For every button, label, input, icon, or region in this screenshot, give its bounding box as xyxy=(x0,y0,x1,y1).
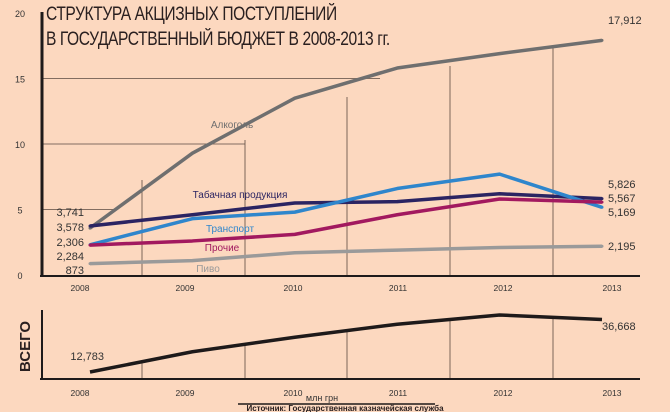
series-line xyxy=(89,192,603,228)
data-point xyxy=(190,259,194,263)
data-point xyxy=(498,52,502,56)
data-point xyxy=(190,151,194,155)
end-value-label: 2,195 xyxy=(608,241,636,253)
x-tick-label: 2013 xyxy=(603,283,622,293)
data-point xyxy=(600,38,604,42)
series-line xyxy=(89,172,603,247)
total-axis-label: ВСЕГО xyxy=(17,321,34,372)
y-tick-label: 5 xyxy=(17,206,22,216)
end-value-label: 5,826 xyxy=(608,179,636,191)
series-line xyxy=(88,38,603,230)
data-point xyxy=(498,197,502,201)
total-x-tick-label: 2012 xyxy=(494,388,513,398)
series-line xyxy=(89,244,603,266)
start-value-label: 3,741 xyxy=(56,207,84,219)
data-point xyxy=(395,213,399,217)
data-point xyxy=(293,210,297,214)
total-line xyxy=(89,313,603,374)
source-label: Источник: Государственная казначейская с… xyxy=(246,404,444,412)
x-tick-label: 2012 xyxy=(494,283,513,293)
x-tick-label: 2011 xyxy=(389,283,408,293)
unit-label: млн грн xyxy=(306,393,338,403)
total-x-tick-label: 2010 xyxy=(284,388,303,398)
data-point xyxy=(88,262,92,266)
data-point xyxy=(293,251,297,255)
series-label: Прочие xyxy=(205,243,240,254)
data-point xyxy=(293,232,297,236)
y-tick-label: 10 xyxy=(15,140,25,150)
series-label: Транспорт xyxy=(206,224,255,235)
chart-title: СТРУКТУРА АКЦИЗНЫХ ПОСТУПЛЕНИЙ xyxy=(46,4,337,25)
data-point xyxy=(395,66,399,70)
data-point xyxy=(395,200,399,204)
series-label: Алкоголь xyxy=(211,120,253,131)
data-point xyxy=(600,244,604,248)
total-x-tick-label: 2013 xyxy=(603,388,622,398)
data-point xyxy=(600,205,604,209)
end-value-label: 5,567 xyxy=(608,193,636,205)
start-value-label: 3,578 xyxy=(56,222,84,234)
data-point xyxy=(600,200,604,204)
start-value-label: 2,284 xyxy=(56,251,84,263)
data-point xyxy=(190,213,194,217)
total-x-tick-label: 2011 xyxy=(389,388,408,398)
data-point xyxy=(293,96,297,100)
series-line xyxy=(89,197,603,247)
y-tick-label: 0 xyxy=(17,271,22,281)
total-end-label: 36,668 xyxy=(602,321,636,333)
total-start-label: 12,783 xyxy=(70,351,104,363)
y-tick-label: 15 xyxy=(15,75,25,85)
start-value-label: 873 xyxy=(66,265,84,277)
total-x-tick-label: 2008 xyxy=(71,388,90,398)
data-point xyxy=(190,217,194,221)
chart-subtitle: В ГОСУДАРСТВЕННЫЙ БЮДЖЕТ В 2008-2013 гг. xyxy=(46,29,390,50)
data-point xyxy=(600,197,604,201)
data-point xyxy=(498,172,502,176)
end-value-label: 17,912 xyxy=(608,15,642,27)
start-value-label: 2,306 xyxy=(56,237,84,249)
data-point xyxy=(395,187,399,191)
total-x-tick-label: 2009 xyxy=(176,388,195,398)
data-point xyxy=(498,245,502,249)
data-point xyxy=(88,224,92,228)
x-tick-label: 2008 xyxy=(71,283,90,293)
y-tick-label: 20 xyxy=(15,9,25,19)
data-point xyxy=(498,192,502,196)
data-point xyxy=(293,201,297,205)
series-label: Пиво xyxy=(196,264,220,275)
data-point xyxy=(88,243,92,247)
data-point xyxy=(395,248,399,252)
end-value-label: 5,169 xyxy=(608,207,636,219)
series-label: Табачная продукция xyxy=(193,189,288,201)
data-point xyxy=(190,239,194,243)
x-tick-label: 2009 xyxy=(176,283,195,293)
x-tick-label: 2010 xyxy=(284,283,303,293)
